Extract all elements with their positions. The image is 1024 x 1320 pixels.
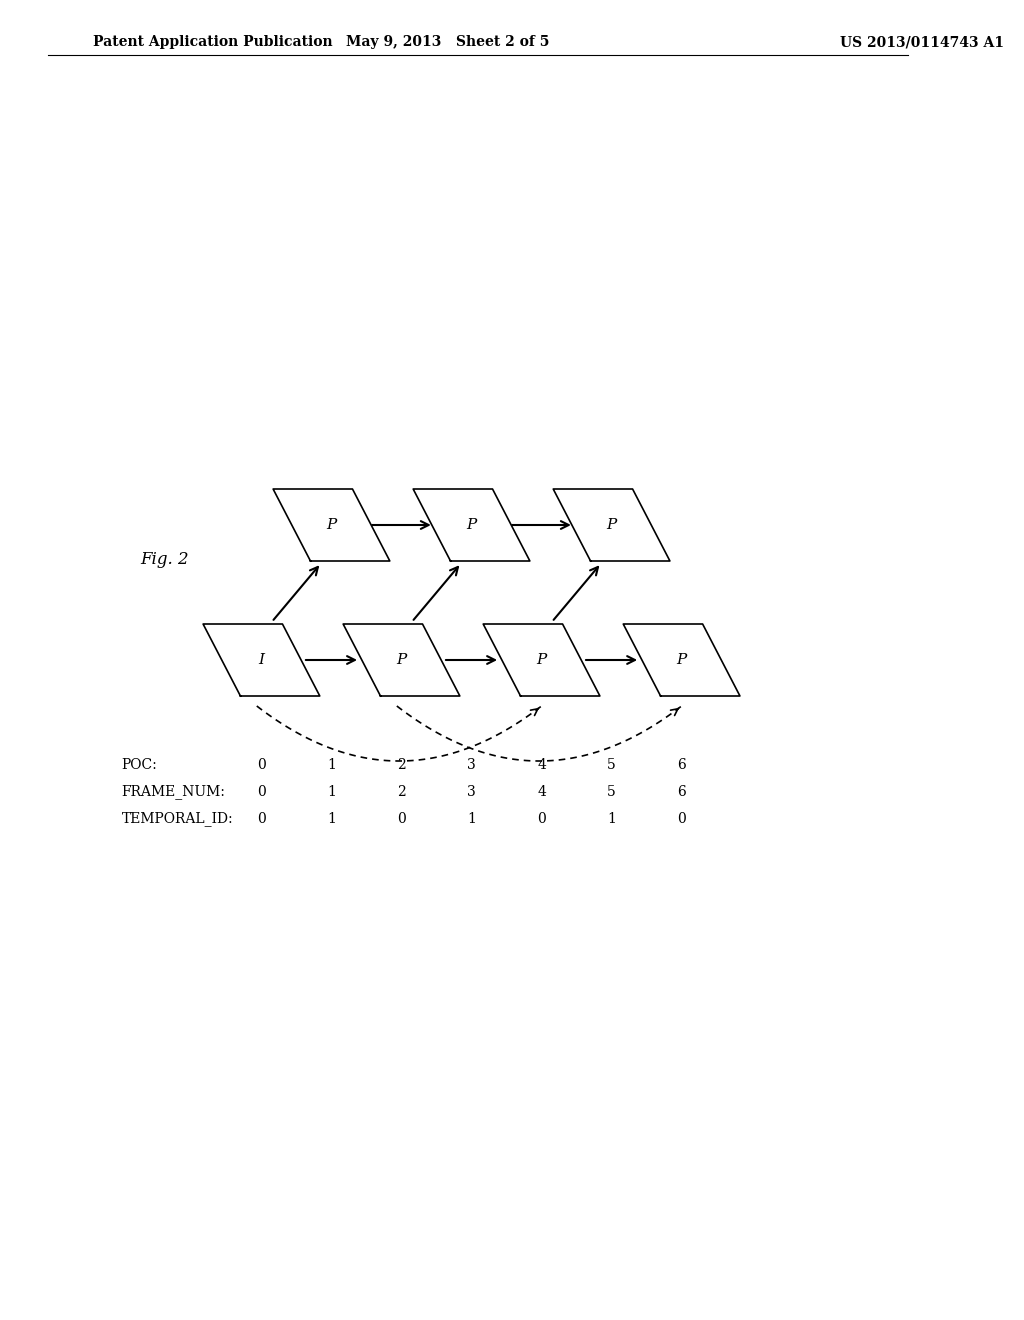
Text: 6: 6: [677, 785, 686, 799]
Text: 0: 0: [538, 812, 546, 826]
Text: 1: 1: [467, 812, 476, 826]
Text: P: P: [396, 653, 407, 667]
Text: I: I: [258, 653, 264, 667]
Text: 6: 6: [677, 758, 686, 772]
Text: 5: 5: [607, 758, 616, 772]
Text: POC:: POC:: [122, 758, 157, 772]
Text: May 9, 2013   Sheet 2 of 5: May 9, 2013 Sheet 2 of 5: [346, 36, 550, 49]
Text: 0: 0: [257, 785, 266, 799]
Text: P: P: [466, 517, 476, 532]
Text: 1: 1: [327, 758, 336, 772]
Text: US 2013/0114743 A1: US 2013/0114743 A1: [841, 36, 1005, 49]
Text: 0: 0: [257, 812, 266, 826]
Text: P: P: [537, 653, 547, 667]
Text: 4: 4: [538, 785, 546, 799]
Text: 0: 0: [677, 812, 686, 826]
Text: 4: 4: [538, 758, 546, 772]
Text: P: P: [327, 517, 337, 532]
Text: 5: 5: [607, 785, 616, 799]
Text: TEMPORAL_ID:: TEMPORAL_ID:: [122, 812, 233, 826]
Text: Fig. 2: Fig. 2: [140, 552, 188, 569]
Text: 3: 3: [467, 758, 476, 772]
Text: 0: 0: [397, 812, 406, 826]
Text: 2: 2: [397, 758, 406, 772]
Text: 2: 2: [397, 785, 406, 799]
Text: 3: 3: [467, 785, 476, 799]
Text: FRAME_NUM:: FRAME_NUM:: [122, 784, 225, 800]
Text: 1: 1: [327, 812, 336, 826]
Text: P: P: [677, 653, 687, 667]
Text: Patent Application Publication: Patent Application Publication: [93, 36, 333, 49]
Text: P: P: [606, 517, 616, 532]
Text: 0: 0: [257, 758, 266, 772]
Text: 1: 1: [607, 812, 616, 826]
Text: 1: 1: [327, 785, 336, 799]
